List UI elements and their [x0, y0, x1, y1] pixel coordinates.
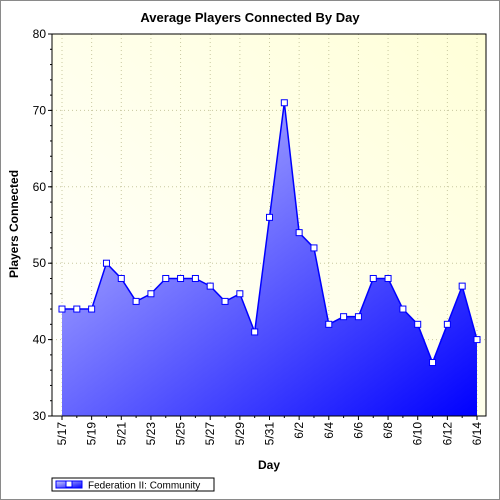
legend-box [51, 477, 215, 492]
legend-marker [65, 480, 73, 488]
x-tick-label: 5/17 [55, 422, 69, 446]
y-tick-label: 30 [33, 409, 47, 423]
data-point [132, 297, 140, 305]
data-point [221, 297, 229, 305]
x-tick-label: 5/21 [114, 422, 128, 446]
x-tick-label: 6/4 [322, 422, 336, 439]
y-tick-label: 50 [33, 256, 47, 270]
x-tick-label: 6/10 [411, 422, 425, 446]
data-point [280, 99, 288, 107]
data-point [102, 259, 110, 267]
data-point [162, 274, 170, 282]
data-point [206, 282, 214, 290]
x-tick-label: 6/2 [292, 422, 306, 439]
x-tick-label: 6/14 [470, 422, 484, 446]
data-point [73, 305, 81, 313]
data-point [295, 229, 303, 237]
x-tick-label: 5/25 [174, 422, 188, 446]
data-point [443, 320, 451, 328]
data-point [147, 290, 155, 298]
y-axis: 30 40 50 60 70 80 [33, 27, 52, 423]
x-axis: 5/17 5/19 5/21 5/23 5/25 5/27 5/29 5/31 6/2 6/4 6/… [55, 416, 484, 445]
chart-title: Average Players Connected By Day [140, 10, 360, 25]
x-tick-label: 6/8 [381, 422, 395, 439]
y-tick-label: 40 [33, 333, 47, 347]
data-point [117, 274, 125, 282]
data-point [354, 313, 362, 321]
y-tick-label: 60 [33, 180, 47, 194]
data-point [266, 213, 273, 221]
data-point [414, 320, 422, 328]
x-tick-label: 5/27 [203, 422, 217, 446]
data-point [88, 305, 96, 313]
data-points [58, 99, 481, 367]
data-point [369, 274, 377, 282]
data-point [429, 359, 437, 367]
y-tick-label: 70 [33, 103, 47, 117]
data-point [473, 336, 481, 344]
x-tick-label: 5/31 [263, 422, 277, 446]
legend-label: Federation II: Community [88, 481, 200, 492]
data-point [310, 244, 318, 252]
data-point [177, 274, 185, 282]
series-area [62, 102, 477, 416]
data-point [236, 290, 244, 298]
data-point [340, 313, 348, 321]
data-point [325, 320, 333, 328]
y-tick-label: 80 [33, 27, 47, 41]
y-axis-label: Players Connected [7, 170, 21, 278]
x-tick-label: 5/23 [144, 422, 158, 446]
x-axis-label: Day [258, 458, 280, 472]
data-point [384, 274, 392, 282]
data-point [191, 274, 199, 282]
data-point [58, 305, 66, 313]
legend: Federation II: Community [51, 477, 215, 492]
data-point [458, 282, 466, 290]
data-point [399, 305, 407, 313]
x-tick-label: 6/6 [351, 422, 365, 439]
x-tick-label: 6/12 [440, 422, 454, 446]
data-point [251, 328, 259, 336]
x-tick-label: 5/29 [233, 422, 247, 446]
x-tick-label: 5/19 [85, 422, 99, 446]
